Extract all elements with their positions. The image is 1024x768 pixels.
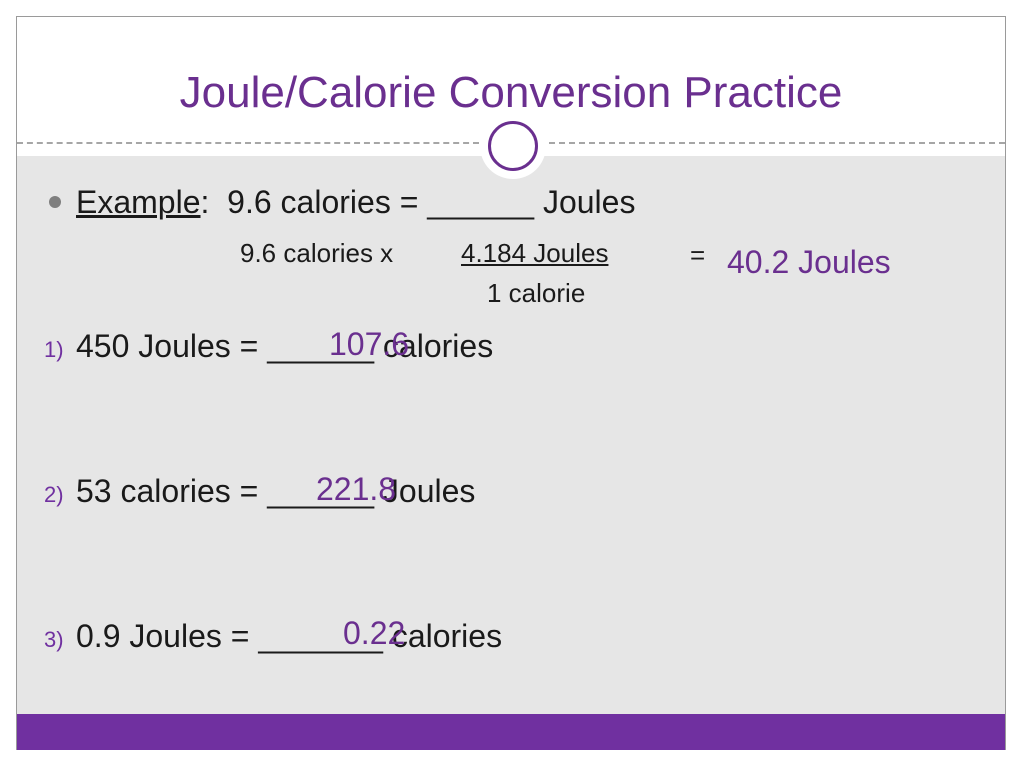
problem-answer: 0.22 (343, 615, 406, 651)
problem-line: 450 Joules = ______ calories (76, 328, 493, 365)
problem-blank: _______ (258, 618, 383, 654)
problem-text-before: 0.9 Joules = (76, 618, 259, 654)
example-denominator: 1 calorie (487, 278, 586, 308)
example-numerator: 4.184 Joules (461, 238, 609, 268)
problem-line: 0.9 Joules = _______ calories (76, 618, 502, 655)
bottom-accent-bar (17, 714, 1005, 750)
example-colon: : (200, 184, 210, 220)
problem-number: 1) (44, 337, 64, 362)
problem-blank: ______ (267, 473, 374, 509)
example-answer: 40.2 Joules (727, 244, 891, 280)
example-line: Example: 9.6 calories = ______ Joules (76, 184, 635, 221)
bullet-icon (49, 196, 61, 208)
problem-text-after: calories (382, 618, 503, 654)
problem-text-after: Joules (374, 473, 476, 509)
problem-answer: 107.6 (329, 326, 410, 362)
example-prompt: 9.6 calories = ______ Joules (227, 184, 636, 220)
problem-blank: ______ (267, 328, 375, 364)
problem-text-before: 450 Joules = (76, 328, 268, 364)
circle-ornament-ring (488, 121, 538, 171)
problem-text-after: calories (374, 328, 494, 364)
title-divider-left (17, 142, 479, 144)
content-area (17, 156, 1005, 714)
title-divider-right (549, 142, 1005, 144)
slide-title: Joule/Calorie Conversion Practice (179, 68, 843, 117)
problem-number: 3) (44, 627, 64, 652)
problem-text-before: 53 calories = (76, 473, 268, 509)
example-work-left: 9.6 calories x (240, 238, 394, 268)
problem-number: 2) (44, 482, 64, 507)
example-equals: = (690, 240, 706, 270)
example-label: Example (76, 184, 201, 220)
problem-line: 53 calories = ______ Joules (76, 473, 475, 510)
problem-answer: 221.8 (316, 471, 397, 507)
